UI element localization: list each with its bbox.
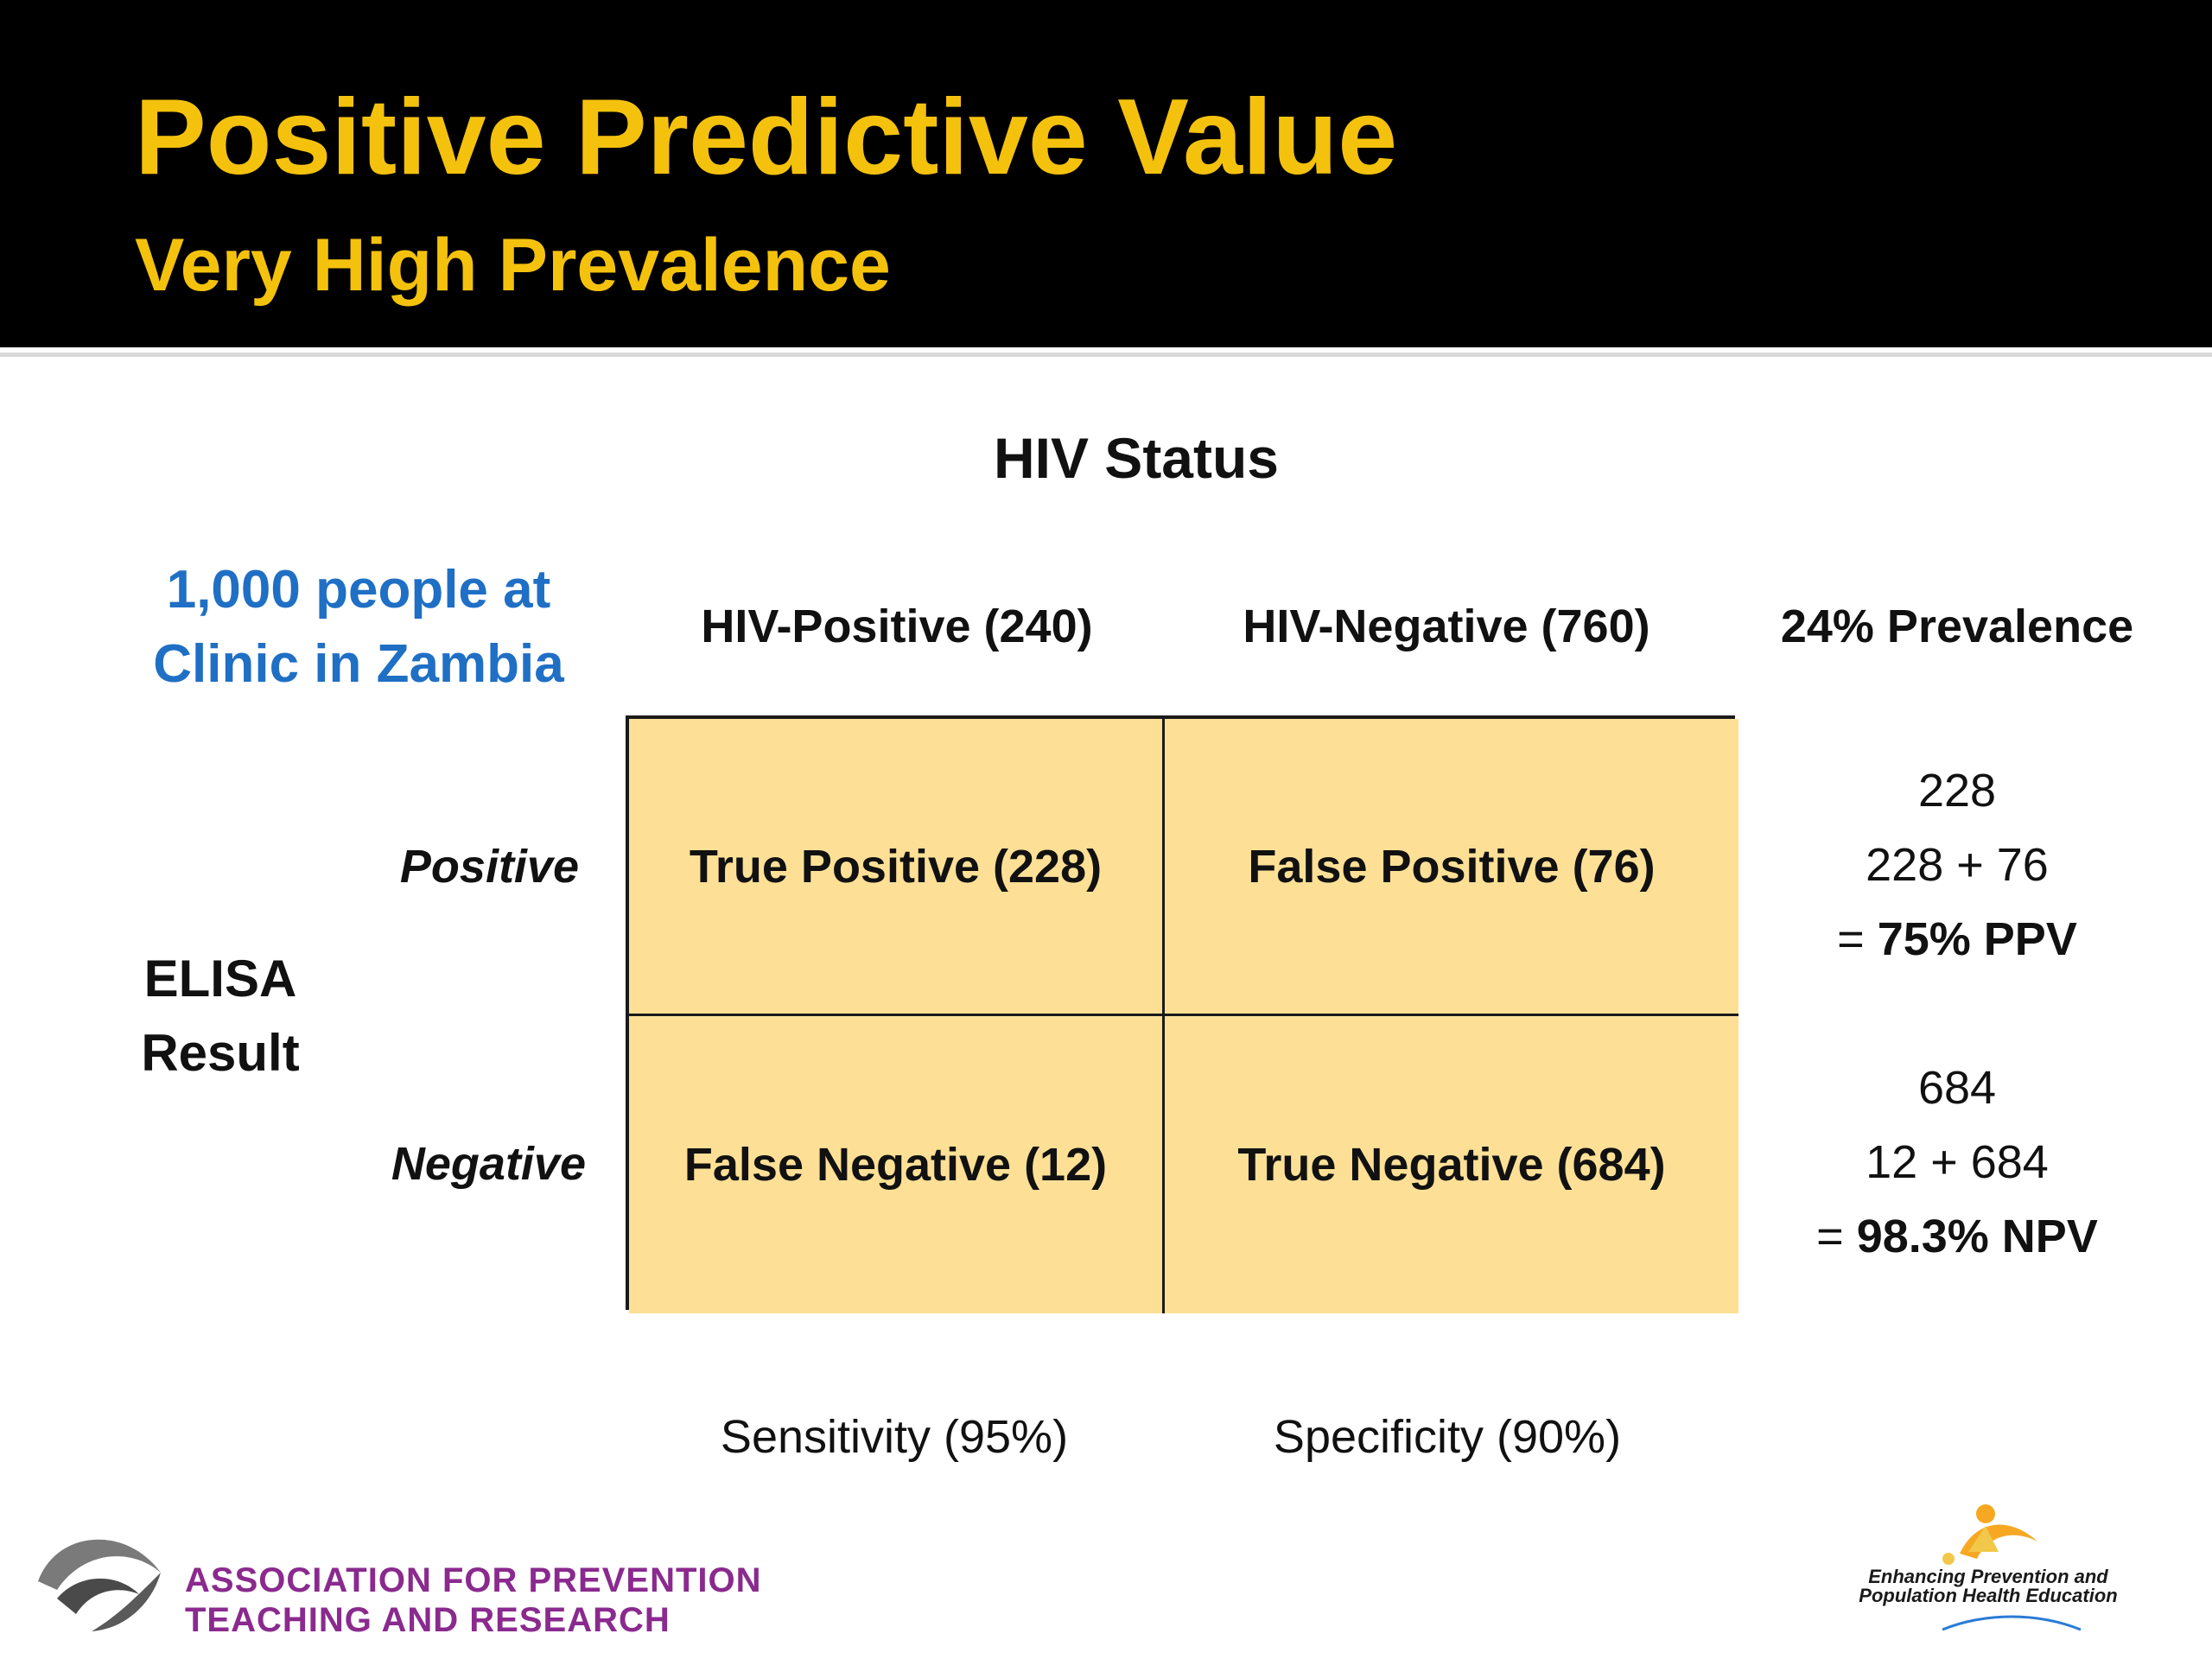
cell-true-positive: True Positive (228) — [629, 719, 1165, 1016]
aptr-wordmark-line: TEACHING AND RESEARCH — [185, 1601, 671, 1639]
prevalence-header: 24% Prevalence — [1780, 601, 2134, 652]
slide-title: Positive Predictive Value — [135, 78, 1398, 197]
title-bar — [0, 0, 2212, 347]
row-label-negative: Negative — [391, 1138, 586, 1190]
ephpe-logo-icon — [1839, 1491, 2138, 1637]
aptr-wordmark-line: ASSOCIATION FOR PREVENTION — [185, 1561, 762, 1599]
aptr-logo-icon — [38, 1539, 161, 1631]
npv-result-prefix: = — [1816, 1211, 1857, 1262]
elisa-result-label: ELISA Result — [112, 942, 328, 1090]
population-note: 1,000 people at Clinic in Zambia — [130, 553, 588, 702]
sensitivity-label: Sensitivity (95%) — [720, 1411, 1069, 1463]
population-note-line: Clinic in Zambia — [153, 634, 564, 694]
npv-result-value: 98.3% NPV — [1856, 1211, 2098, 1262]
elisa-label-line: ELISA — [143, 950, 297, 1007]
npv-denominator: 12 + 684 — [1866, 1136, 2049, 1188]
elisa-label-line: Result — [141, 1024, 300, 1082]
ppv-denominator: 228 + 76 — [1866, 839, 2049, 891]
ppv-result: = 75% PPV — [1754, 912, 2160, 966]
ppv-result-prefix: = — [1837, 913, 1878, 965]
hiv-status-label: HIV Status — [993, 426, 1280, 490]
column-header-hiv-positive: HIV-Positive (240) — [701, 601, 1093, 652]
cell-false-positive: False Positive (76) — [1165, 719, 1738, 1016]
aptr-wordmark: ASSOCIATION FOR PREVENTION TEACHING AND … — [185, 1560, 762, 1640]
contingency-table: True Positive (228) False Positive (76) … — [626, 715, 1738, 1313]
cell-true-negative: True Negative (684) — [1165, 1016, 1738, 1313]
cell-false-negative: False Negative (12) — [629, 1016, 1165, 1313]
population-note-line: 1,000 people at — [166, 560, 551, 620]
ephpe-wordmark-line: Population Health Education — [1859, 1585, 2118, 1606]
specificity-label: Specificity (90%) — [1273, 1411, 1622, 1463]
title-divider — [0, 353, 2212, 357]
ephpe-wordmark-line: Enhancing Prevention and — [1868, 1566, 2108, 1587]
npv-result: = 98.3% NPV — [1754, 1210, 2160, 1263]
column-header-hiv-negative: HIV-Negative (760) — [1243, 601, 1650, 652]
slide-subtitle: Very High Prevalence — [135, 224, 891, 307]
ppv-result-value: 75% PPV — [1877, 913, 2077, 965]
npv-numerator: 684 — [1917, 1062, 1997, 1114]
row-label-positive: Positive — [399, 841, 579, 893]
ephpe-wordmark: Enhancing Prevention and Population Heal… — [1844, 1567, 2133, 1605]
ppv-numerator: 228 — [1917, 765, 1997, 817]
